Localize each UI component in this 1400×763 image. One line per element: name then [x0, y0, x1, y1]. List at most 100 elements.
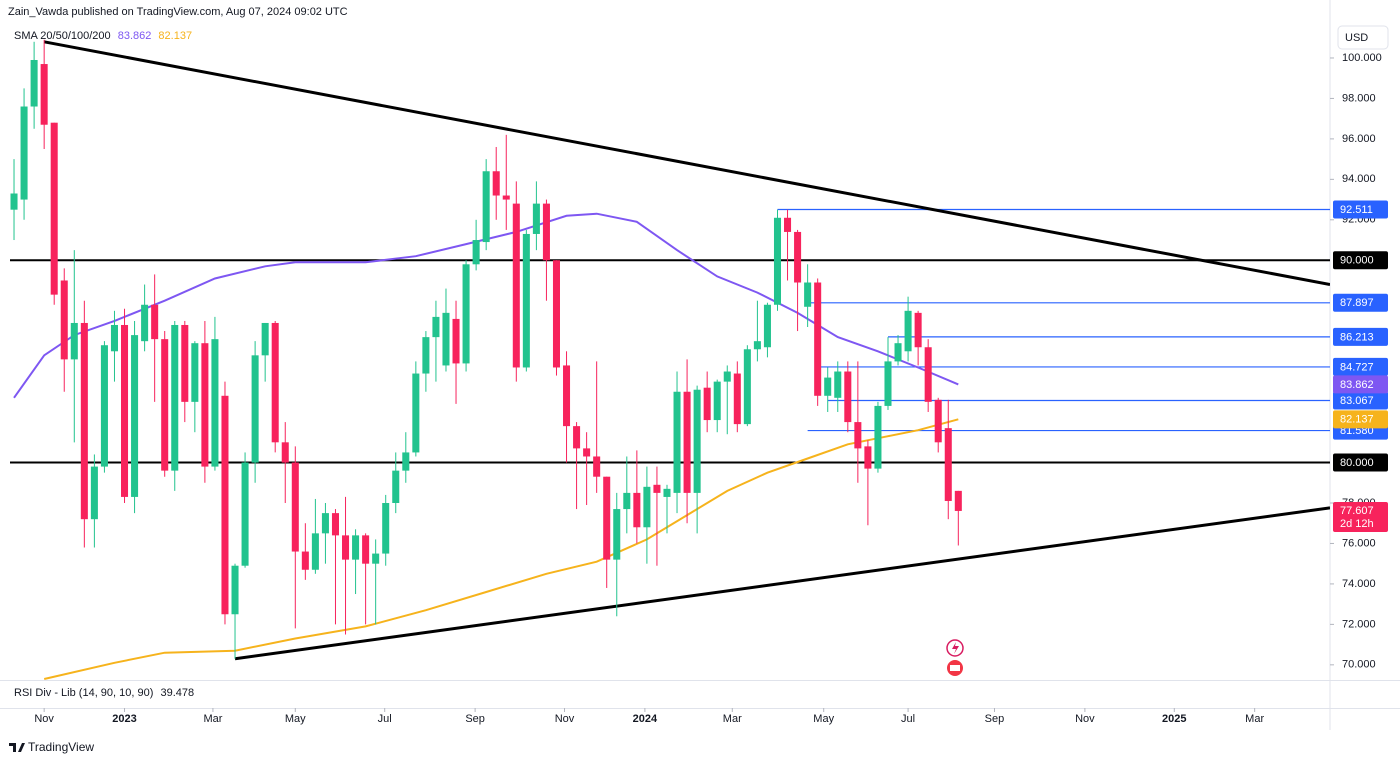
candle-body	[291, 462, 299, 552]
candle-body	[884, 361, 892, 406]
x-tick-label: 2025	[1162, 713, 1186, 725]
level-box	[1333, 200, 1388, 219]
candle-body	[914, 312, 922, 348]
candle-body	[934, 399, 942, 443]
candle-body	[221, 395, 229, 615]
candle-body	[663, 488, 671, 497]
candle-body	[462, 264, 470, 364]
sma-label: 82.137	[1340, 414, 1374, 426]
candle-body	[723, 371, 731, 382]
candle-body	[311, 533, 319, 570]
candle-body	[402, 452, 410, 471]
candle-body	[713, 381, 721, 421]
candle-body	[864, 446, 872, 469]
level-label: 83.067	[1340, 395, 1374, 407]
candle-body	[90, 466, 98, 520]
sma-value: 83.862	[118, 30, 152, 42]
candle-body	[814, 282, 822, 396]
candle-body	[70, 322, 78, 360]
candle-body	[131, 335, 139, 497]
candle-body	[874, 405, 882, 469]
candle-body	[683, 391, 691, 493]
candle-body	[100, 345, 108, 467]
currency-box[interactable]	[1337, 25, 1389, 50]
candle-body	[442, 312, 450, 366]
candle-body	[231, 565, 239, 615]
rsi-name: RSI Div - Lib (14, 90, 10, 90)	[14, 687, 153, 699]
x-tick-label: Sep	[465, 713, 485, 725]
candle-body	[904, 310, 912, 352]
level-label: 87.897	[1340, 297, 1374, 309]
y-tick-label: 98.000	[1342, 92, 1376, 104]
candle-body	[80, 322, 88, 520]
candle-body	[673, 391, 681, 493]
x-tick-label: Mar	[723, 713, 742, 725]
y-tick-label: 96.000	[1342, 133, 1376, 145]
candle-body	[10, 193, 18, 210]
candle-body	[482, 171, 490, 243]
candle-body	[241, 462, 249, 566]
level-box	[1333, 357, 1388, 376]
level-box	[1333, 251, 1388, 270]
level-box	[1333, 391, 1388, 410]
candle-body	[824, 377, 832, 396]
candle-body	[161, 339, 169, 471]
y-tick-label: 72.000	[1342, 618, 1376, 630]
level-box	[1333, 453, 1388, 472]
candle-body	[362, 535, 370, 564]
rsi-legend: RSI Div - Lib (14, 90, 10, 90) 39.478	[14, 687, 194, 699]
candle-body	[110, 324, 118, 352]
candle-body	[432, 316, 440, 338]
candle-body	[854, 422, 862, 449]
candle-body	[522, 233, 530, 368]
candle-body	[773, 217, 782, 305]
candle-body	[342, 535, 350, 560]
y-tick-label: 74.000	[1342, 578, 1376, 590]
level-box	[1333, 327, 1388, 346]
candle-body	[844, 371, 852, 423]
candle-body	[944, 428, 952, 501]
candle-body	[502, 195, 510, 200]
x-tick-label: Nov	[34, 713, 54, 725]
x-tick-label: Jul	[901, 713, 915, 725]
sma-label: 83.862	[1340, 379, 1374, 391]
sma-box	[1333, 410, 1388, 429]
trendline	[234, 506, 1330, 661]
level-label: 90.000	[1340, 255, 1374, 267]
candle-body	[191, 343, 199, 402]
plot-area	[10, 39, 1330, 680]
event-icons[interactable]	[946, 639, 964, 676]
candle-body	[924, 347, 932, 402]
candle-body	[412, 373, 420, 453]
level-label: 84.727	[1340, 361, 1374, 373]
sma-box	[1333, 375, 1388, 394]
x-tick-label: Mar	[203, 713, 222, 725]
candle-body	[211, 339, 219, 467]
header: Zain_Vawda published on TradingView.com,…	[8, 6, 348, 18]
candle-body	[794, 231, 802, 283]
candle-body	[281, 442, 289, 463]
y-tick-label: 100.000	[1342, 52, 1382, 64]
candle-body	[60, 280, 68, 360]
x-tick-label: Nov	[555, 713, 575, 725]
rsi-value: 39.478	[160, 687, 194, 699]
y-tick-label: 70.000	[1342, 659, 1376, 671]
candle-body	[181, 324, 189, 402]
candle-body	[151, 304, 159, 340]
candle-body	[331, 513, 339, 536]
candle-body	[261, 322, 269, 356]
sma-name: SMA 20/50/100/200	[14, 30, 111, 42]
candle-body	[171, 324, 179, 471]
candle-body	[954, 490, 962, 511]
footer-logo[interactable]: TradingView	[9, 740, 94, 754]
candle-body	[121, 324, 129, 497]
candle-body	[372, 553, 380, 564]
x-tick-label: Jul	[378, 713, 392, 725]
candle-body	[653, 484, 661, 493]
candle-body	[804, 282, 812, 307]
candle-body	[201, 343, 209, 467]
candle-body	[552, 260, 560, 368]
candle-body	[492, 171, 500, 196]
candle-body	[834, 371, 842, 398]
candle-body	[573, 426, 581, 449]
